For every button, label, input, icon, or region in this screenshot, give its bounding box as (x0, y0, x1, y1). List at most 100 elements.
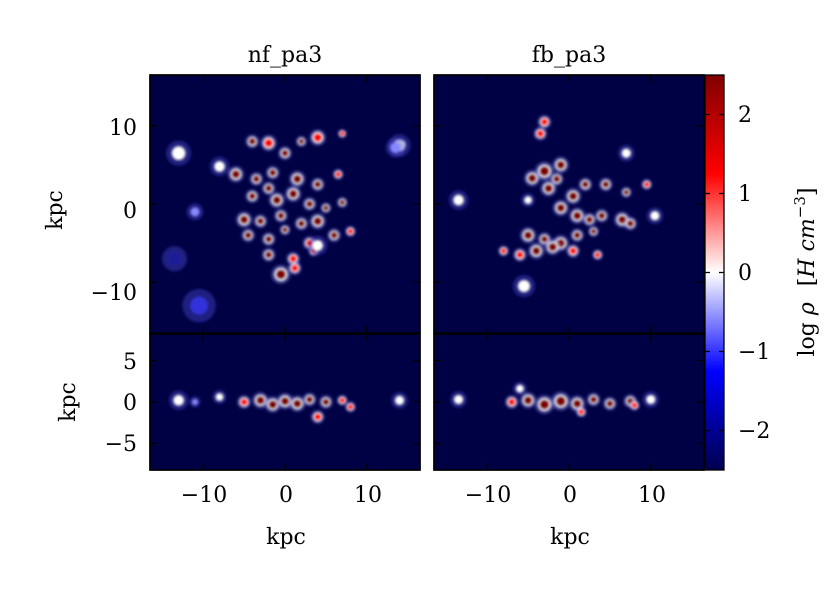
fb-face-on-panel (433, 74, 705, 334)
density-clump (453, 194, 464, 206)
density-clump (280, 396, 290, 406)
density-clump (322, 398, 330, 406)
density-clump (540, 118, 549, 126)
ytick-label-face-0: 0 (123, 199, 137, 224)
density-clump (339, 199, 346, 206)
density-clump (269, 169, 277, 177)
density-clump (313, 216, 323, 226)
density-clump (292, 399, 302, 409)
density-clump (573, 231, 581, 239)
nf-edge-on-density-map (168, 390, 408, 424)
density-clump (626, 219, 635, 228)
density-clump (516, 385, 524, 393)
density-clump (289, 255, 297, 263)
colorbar-tick-neg1: −1 (738, 340, 770, 365)
density-clump (172, 146, 186, 160)
density-clump (305, 395, 314, 404)
density-clump (288, 189, 298, 199)
density-clump (312, 240, 323, 251)
density-clump (256, 217, 265, 225)
density-clump (192, 399, 198, 405)
density-clump (606, 399, 614, 408)
density-clump (215, 393, 224, 401)
density-clump (527, 173, 537, 183)
density-clump (390, 142, 401, 153)
density-clump (569, 247, 577, 255)
ytick-label-face-neg10: −10 (91, 281, 137, 306)
colorbar-tick-2: 2 (738, 103, 752, 128)
ylabel-edge: kpc (56, 382, 81, 422)
density-clump (264, 235, 273, 243)
density-clump (508, 398, 516, 406)
density-clump (313, 133, 323, 142)
colorbar-tick-1: 1 (738, 182, 752, 207)
density-clump (339, 397, 346, 404)
density-clump (646, 395, 656, 404)
density-clump (454, 395, 463, 404)
density-clump (594, 251, 601, 258)
density-clump (275, 269, 287, 280)
density-clump (621, 148, 631, 158)
density-clump (643, 181, 650, 188)
ytick-label-edge-0: 0 (123, 391, 137, 416)
xtick-label-nf-0: 0 (279, 483, 293, 508)
density-clump (291, 264, 299, 272)
density-clump (553, 175, 561, 183)
density-clump (539, 166, 550, 177)
density-clump (268, 400, 278, 409)
density-clump (282, 226, 288, 233)
density-clump (264, 184, 273, 193)
density-clump (314, 180, 322, 189)
nf-face-on-density-map (161, 128, 411, 323)
density-clump (190, 296, 208, 315)
density-clump (173, 395, 184, 406)
panel-title-nf: nf_pa3 (248, 43, 323, 68)
density-clump (544, 183, 553, 193)
density-clump (277, 212, 285, 220)
density-clump (524, 196, 532, 204)
xtick-label-nf-10: 10 (354, 483, 382, 508)
density-clump (239, 215, 249, 225)
xtick-label-fb-10: 10 (638, 483, 666, 508)
density-clump (231, 169, 241, 179)
density-clump (650, 211, 660, 221)
density-clump (167, 252, 182, 266)
density-clump (330, 231, 338, 239)
density-clump (572, 399, 582, 409)
panel-title-fb: fb_pa3 (532, 43, 606, 68)
xtick-label-fb-0: 0 (563, 483, 577, 508)
density-clump (555, 396, 566, 407)
density-clump (523, 395, 533, 405)
axis-ticks (150, 75, 704, 470)
fb-edge-on-density-map (450, 381, 660, 418)
ytick-label-face-10: 10 (109, 116, 137, 141)
density-clump (248, 137, 256, 146)
density-clump (190, 207, 200, 217)
density-clump (602, 180, 610, 189)
ytick-label-edge-5: 5 (123, 350, 137, 375)
density-clump (578, 409, 585, 415)
density-clump (244, 231, 252, 239)
density-clump (585, 215, 594, 224)
density-clump (631, 402, 638, 409)
density-clump (531, 246, 541, 256)
density-clump (314, 413, 322, 421)
density-clump (297, 219, 306, 228)
density-clump (539, 399, 550, 410)
density-clump (347, 404, 354, 410)
colorbar-label: log ρ[H cm−3] (791, 188, 820, 357)
density-clump (518, 280, 530, 292)
density-clump (305, 200, 314, 208)
density-clump (395, 395, 404, 405)
colorbar-tick-neg2: −2 (738, 419, 770, 444)
ylabel-face: kpc (43, 190, 68, 230)
density-clump (500, 247, 507, 254)
density-clump (556, 160, 566, 170)
density-clump (256, 395, 265, 405)
density-clump (568, 191, 578, 201)
density-clump (292, 174, 302, 184)
density-clump (623, 189, 630, 196)
density-clump (335, 171, 342, 178)
density-clump (581, 180, 590, 189)
xlabel-nf: kpc (266, 525, 306, 550)
